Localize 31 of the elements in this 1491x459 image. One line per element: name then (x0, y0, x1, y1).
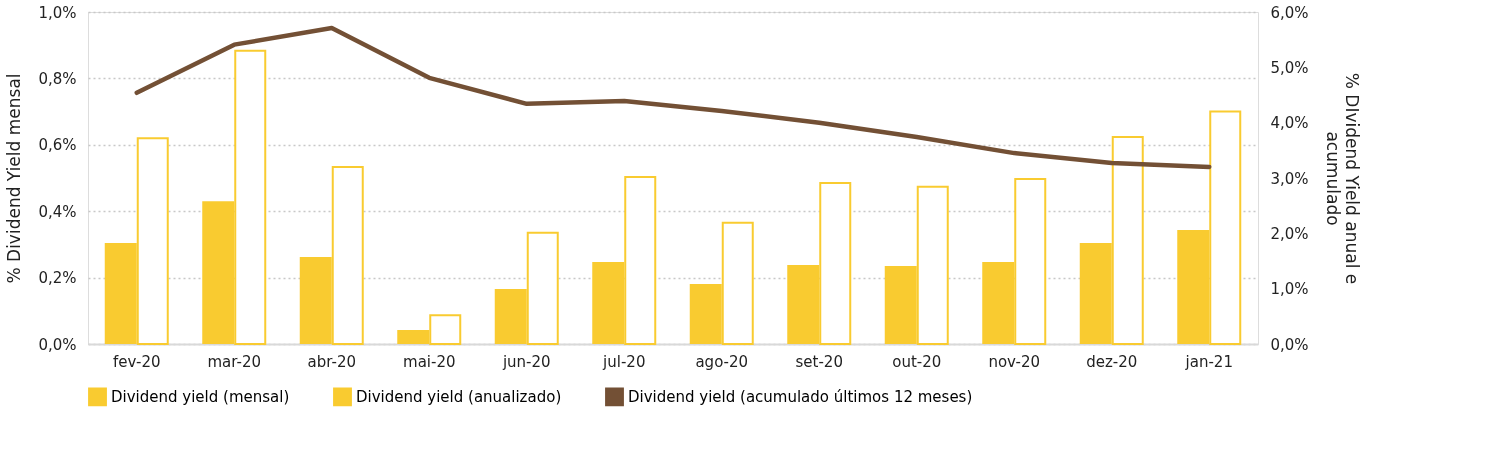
x-tick-label: set-20 (795, 352, 843, 371)
x-tick-label: out-20 (892, 352, 942, 371)
legend-label: Dividend yield (acumulado últimos 12 meses) (628, 387, 973, 406)
y2-tick-label: 2,0% (1270, 224, 1309, 243)
x-tick-label: ago-20 (695, 352, 749, 371)
legend-label: Dividend yield (mensal) (111, 387, 290, 406)
x-tick-label: jan-21 (1184, 352, 1233, 371)
x-tick-label: mai-20 (403, 352, 456, 371)
x-tick-label: mar-20 (207, 352, 262, 371)
y2-tick-label: 4,0% (1270, 114, 1309, 133)
x-tick-label: jul-20 (602, 352, 646, 371)
y2-tick-label: 6,0% (1270, 3, 1309, 22)
x-tick-label: fev-20 (113, 352, 161, 371)
y2-axis-title: % DIvidend Yield anual e acumulado (1322, 72, 1362, 285)
y-tick-label: 0,0% (38, 335, 77, 354)
y2-tick-label: 0,0% (1270, 335, 1309, 354)
y-tick-label: 0,8% (38, 69, 77, 88)
x-tick-label: jun-20 (501, 352, 551, 371)
y-tick-label: 0,6% (38, 136, 77, 155)
x-tick-label: nov-20 (988, 352, 1041, 371)
legend-label: Dividend yield (anualizado) (356, 387, 562, 406)
x-tick-label: dez-20 (1086, 352, 1138, 371)
line-series (134, 25, 1212, 170)
y-axis-title: % Dividend Yield mensal (4, 73, 25, 284)
y-tick-label: 1,0% (38, 3, 77, 22)
y2-tick-label: 3,0% (1270, 169, 1309, 188)
y2-tick-label: 1,0% (1270, 280, 1309, 299)
x-tick-label: abr-20 (307, 352, 356, 371)
y-tick-label: 0,2% (38, 269, 77, 288)
y-tick-label: 0,4% (38, 202, 77, 221)
y2-tick-label: 5,0% (1270, 58, 1309, 77)
